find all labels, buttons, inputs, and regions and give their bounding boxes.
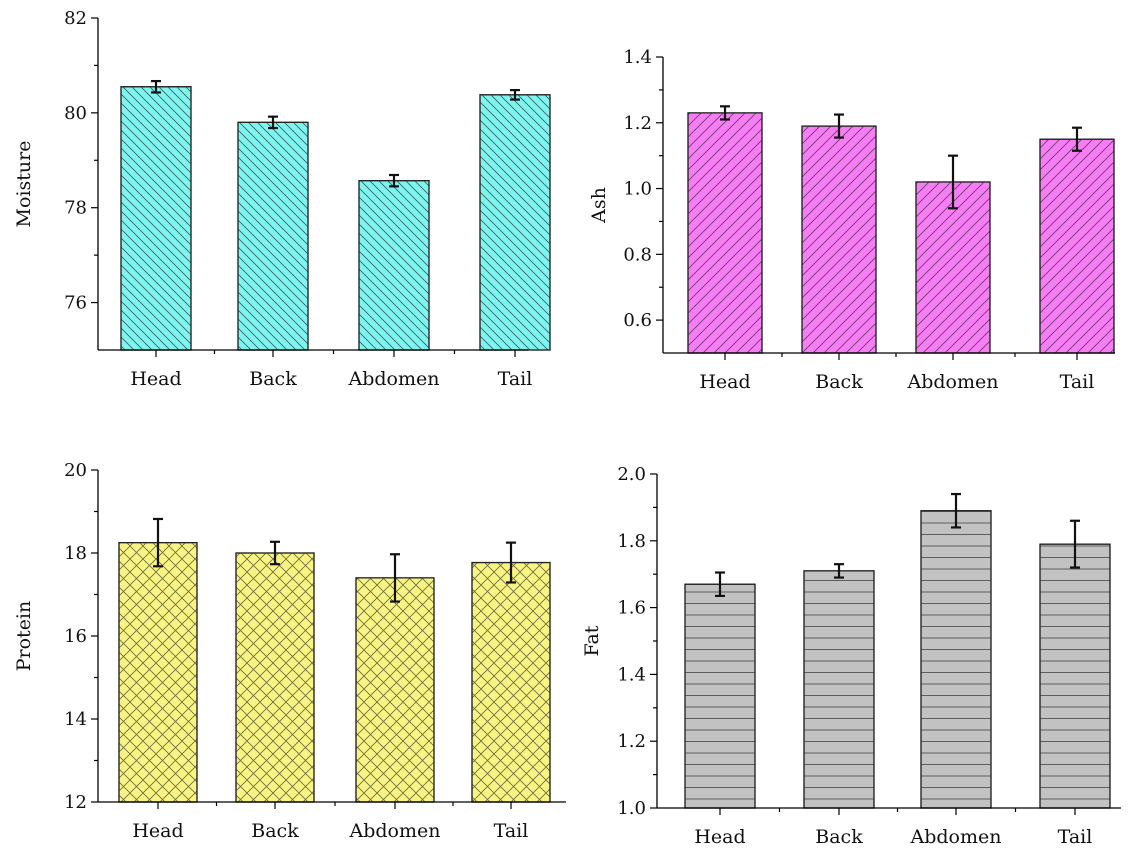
y-tick-label: 0.6: [623, 310, 652, 331]
category-label-back: Back: [249, 368, 297, 390]
bar-pattern-head: [687, 112, 763, 354]
error-bar-head: [720, 105, 730, 121]
error-bar-tail: [510, 88, 520, 101]
category-label-back: Back: [815, 371, 863, 393]
bar-pattern-head: [118, 542, 198, 803]
y-axis-title: Protein: [13, 601, 35, 672]
error-bar-head: [715, 571, 725, 598]
y-tick-label: 1.2: [623, 113, 652, 134]
y-tick-label: 0.8: [623, 244, 652, 265]
y-axis-title: Moisture: [13, 141, 35, 228]
y-tick-label: 14: [64, 709, 87, 730]
category-label-back: Back: [815, 826, 863, 848]
bar-pattern-head: [684, 583, 756, 809]
category-label-tail: Tail: [1058, 826, 1093, 848]
y-tick-label: 1.0: [623, 179, 652, 200]
error-bar-back: [834, 563, 844, 579]
bar-pattern-abdomen: [355, 577, 435, 803]
chart-panel-protein: Head Back Abdomen Tail 12 14 16 18 20 Protein: [13, 460, 566, 842]
error-bar-back: [270, 540, 280, 566]
error-bar-abdomen: [951, 492, 961, 529]
category-label-abdomen: Abdomen: [907, 371, 999, 393]
y-axis-title: Fat: [581, 625, 603, 656]
y-tick-label: 20: [64, 460, 87, 481]
error-bar-abdomen: [389, 173, 399, 188]
error-bar-tail: [1070, 519, 1080, 569]
error-bar-back: [268, 115, 278, 130]
bar-pattern-tail: [471, 561, 551, 803]
y-tick-label: 1.8: [617, 531, 646, 552]
bar-pattern-back: [801, 125, 877, 354]
category-label-abdomen: Abdomen: [910, 826, 1002, 848]
y-tick-label: 18: [64, 543, 87, 564]
bar-pattern-tail: [479, 94, 551, 351]
y-tick-label: 78: [64, 198, 87, 219]
category-label-tail: Tail: [494, 820, 529, 842]
y-axis-title: Ash: [588, 187, 610, 224]
error-bar-head: [153, 517, 163, 568]
error-bar-tail: [1072, 126, 1082, 152]
bar-pattern-abdomen: [358, 180, 430, 351]
y-tick-label: 1.0: [617, 798, 646, 819]
chart-panel-fat: Head Back Abdomen Tail 1.0 1.2 1.4 1.6 1.8 2.0 Fat: [581, 464, 1121, 848]
category-label-back: Back: [251, 820, 299, 842]
y-tick-label: 1.4: [623, 47, 652, 68]
bar-pattern-head: [120, 86, 192, 351]
bar-pattern-back: [235, 552, 315, 803]
category-label-tail: Tail: [498, 368, 533, 390]
error-bar-abdomen: [948, 154, 958, 210]
y-tick-label: 80: [64, 103, 87, 124]
category-label-abdomen: Abdomen: [349, 820, 441, 842]
bar-pattern-abdomen: [920, 510, 992, 809]
chart-panel-ash: Head Back Abdomen Tail 0.6 0.8 1.0 1.2 1.4 Ash: [588, 47, 1115, 393]
y-tick-label: 2.0: [617, 464, 646, 485]
bar-pattern-back: [237, 121, 309, 351]
bar-pattern-tail: [1039, 543, 1111, 809]
category-label-abdomen: Abdomen: [348, 368, 440, 390]
y-tick-label: 76: [64, 293, 87, 314]
chart-panel-moisture: Head Back Abdomen Tail 76 78 80 82 Moisture: [13, 8, 551, 390]
y-tick-label: 82: [64, 8, 87, 29]
y-tick-label: 1.2: [617, 731, 646, 752]
error-bar-back: [834, 113, 844, 139]
error-bar-tail: [506, 541, 516, 584]
category-label-head: Head: [694, 826, 745, 848]
y-tick-label: 1.6: [617, 598, 646, 619]
category-label-head: Head: [130, 368, 181, 390]
error-bar-abdomen: [390, 553, 400, 603]
y-tick-label: 1.4: [617, 664, 646, 685]
bar-pattern-back: [803, 570, 875, 809]
category-label-head: Head: [699, 371, 750, 393]
category-label-tail: Tail: [1060, 371, 1095, 393]
y-tick-label: 12: [64, 792, 87, 813]
category-label-head: Head: [132, 820, 183, 842]
error-bar-head: [151, 79, 161, 94]
bar-pattern-tail: [1039, 138, 1115, 354]
y-tick-label: 16: [64, 626, 87, 647]
